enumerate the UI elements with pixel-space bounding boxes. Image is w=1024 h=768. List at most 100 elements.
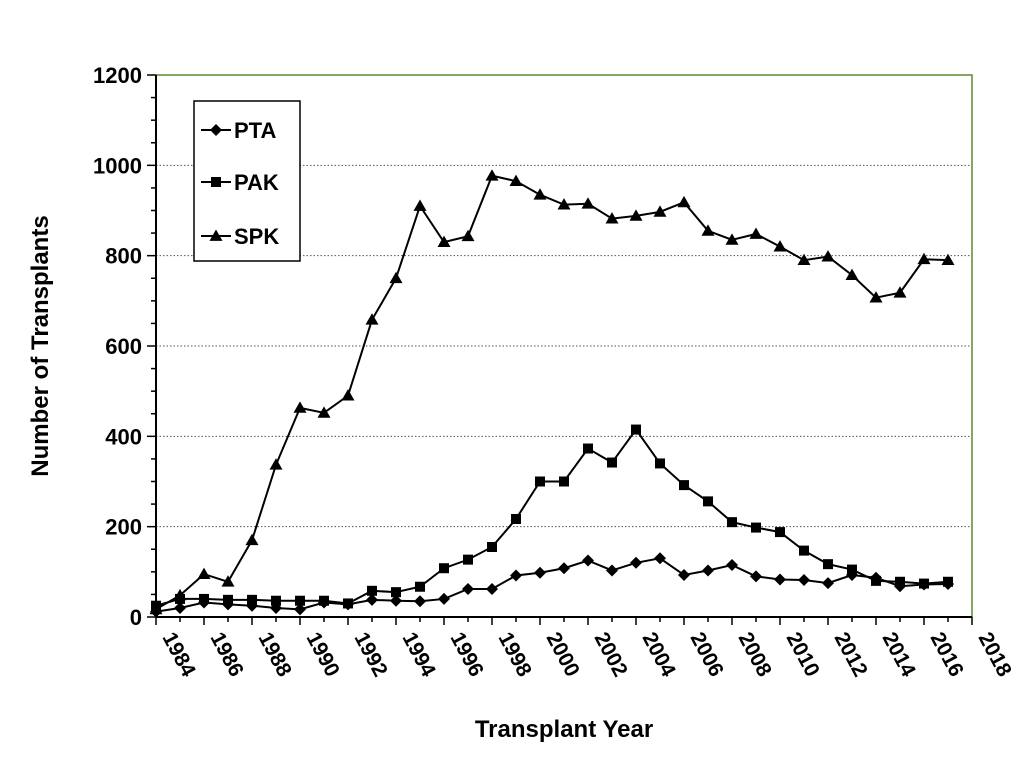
y-tick-label: 1200 — [93, 63, 142, 88]
data-point — [943, 576, 953, 587]
data-point — [847, 564, 857, 575]
data-point — [245, 533, 259, 546]
data-point — [630, 556, 642, 569]
x-tick-label: 2010 — [782, 629, 824, 681]
data-point — [654, 552, 666, 565]
data-point — [798, 573, 810, 586]
data-point — [343, 598, 353, 609]
data-point — [821, 250, 835, 262]
data-point — [391, 587, 401, 598]
data-point — [557, 198, 571, 210]
y-tick-label: 1000 — [93, 153, 142, 178]
data-point — [462, 582, 474, 595]
x-tick-label: 2002 — [590, 629, 632, 681]
data-point — [845, 268, 859, 280]
data-point — [247, 594, 257, 605]
data-point — [295, 595, 305, 606]
y-tick-label: 800 — [105, 244, 142, 269]
y-axis-title: Number of Transplants — [27, 215, 54, 476]
series-line — [155, 557, 949, 613]
data-point — [653, 205, 667, 217]
data-point — [319, 595, 329, 606]
data-point — [822, 577, 834, 590]
data-point — [871, 575, 881, 586]
data-point — [510, 569, 522, 582]
data-point — [703, 496, 713, 507]
x-tick-label: 1986 — [206, 629, 248, 681]
data-point — [893, 286, 907, 298]
data-point — [414, 595, 426, 608]
data-point — [485, 169, 499, 181]
data-point — [607, 457, 617, 468]
data-point — [679, 480, 689, 491]
data-point — [773, 240, 787, 252]
data-point — [534, 566, 546, 579]
x-tick-label: 2018 — [974, 629, 1016, 681]
data-point — [631, 424, 641, 435]
data-point — [701, 224, 715, 236]
y-axis: 0 200 400 600 800 1000 1200 — [93, 63, 157, 630]
data-point — [365, 313, 379, 325]
data-point — [749, 227, 763, 239]
data-point — [487, 541, 497, 552]
data-point — [678, 568, 690, 581]
legend-marker — [209, 229, 223, 241]
legend-label: PTA — [234, 118, 276, 143]
x-tick-label: 2006 — [686, 629, 728, 681]
data-point — [486, 582, 498, 595]
data-point — [558, 562, 570, 575]
legend-item-pak: PAK — [201, 170, 279, 195]
series-spk — [149, 169, 955, 615]
legend-label: SPK — [234, 224, 279, 249]
data-point — [677, 195, 691, 208]
data-point — [533, 188, 547, 200]
y-tick-label: 0 — [130, 605, 142, 630]
x-tick-label: 2014 — [878, 629, 920, 681]
data-point — [461, 229, 475, 242]
series-line — [155, 427, 949, 607]
data-point — [197, 567, 211, 579]
data-point — [727, 517, 737, 528]
data-point — [702, 564, 714, 577]
data-point — [438, 592, 450, 605]
x-tick-label: 1998 — [494, 629, 536, 681]
legend: PTA PAK SPK — [193, 100, 301, 262]
data-point — [605, 212, 619, 224]
legend-label: PAK — [234, 170, 279, 195]
legend-item-spk: SPK — [201, 224, 279, 249]
data-point — [509, 174, 523, 187]
series-pta — [150, 552, 954, 618]
data-point — [823, 559, 833, 570]
data-point — [606, 564, 618, 577]
data-point — [751, 522, 761, 533]
y-tick-label: 200 — [105, 515, 142, 540]
data-point — [223, 594, 233, 605]
data-point — [149, 602, 163, 615]
data-point — [774, 573, 786, 586]
data-point — [367, 585, 377, 596]
x-axis: 1984 1986 1988 1990 1992 1994 1996 1998 2000 2002… — [155, 616, 1016, 681]
x-axis-title: Transplant Year — [475, 716, 653, 743]
x-tick-label: 1994 — [398, 629, 440, 681]
x-tick-label: 1984 — [158, 629, 200, 681]
data-point — [269, 458, 283, 470]
data-point — [941, 253, 955, 266]
x-tick-label: 1988 — [254, 629, 296, 681]
x-tick-label: 2008 — [734, 629, 776, 681]
x-tick-label: 1996 — [446, 629, 488, 681]
data-point — [437, 235, 451, 247]
x-tick-label: 2004 — [638, 629, 680, 681]
series-line — [155, 174, 949, 611]
legend-item-pta: PTA — [201, 118, 276, 143]
x-tick-label: 1990 — [302, 629, 344, 681]
data-point — [726, 559, 738, 572]
x-tick-label: 2012 — [830, 629, 872, 681]
y-tick-label: 600 — [105, 334, 142, 359]
data-point — [799, 545, 809, 556]
data-point — [511, 513, 521, 524]
data-point — [582, 554, 594, 567]
data-point — [797, 253, 811, 266]
data-point — [390, 594, 402, 607]
x-tick-label: 1992 — [350, 629, 392, 681]
data-point — [629, 209, 643, 221]
